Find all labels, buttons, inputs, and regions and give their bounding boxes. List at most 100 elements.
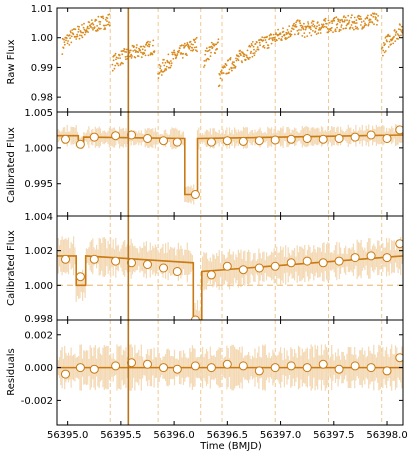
raw-flux-point [96,25,98,27]
raw-flux-point [171,51,174,54]
raw-flux-point [244,58,247,61]
raw-flux-point [117,57,119,59]
raw-flux-point [384,50,387,52]
raw-flux-point [172,53,174,56]
raw-flux-point [316,25,318,28]
raw-flux-point [348,19,351,22]
raw-flux-point [271,39,274,42]
raw-flux-point [91,22,94,25]
raw-flux-point [343,20,346,23]
raw-flux-point [146,45,149,47]
raw-flux-point [175,56,178,59]
raw-flux-point [118,54,121,56]
raw-flux-point [241,61,244,64]
raw-flux-point [301,25,304,28]
y-axis-label-calibrated-2: Calibrated Flux [6,230,17,306]
raw-flux-point [106,20,108,23]
raw-flux-point [254,43,257,45]
binned-point [366,363,376,373]
raw-flux-point [353,28,355,31]
raw-flux-point [112,59,115,62]
raw-flux-point [195,36,198,39]
raw-flux-point [115,58,117,61]
raw-flux-point [179,47,181,50]
raw-flux-point [111,69,114,72]
raw-flux-point [366,17,369,20]
raw-flux-point [131,55,133,57]
raw-flux-point [151,53,154,56]
raw-flux-point [203,64,206,67]
binned-point [61,369,70,379]
raw-flux-point [297,32,300,34]
raw-flux-point [264,39,267,41]
y-tick-label: 0.995 [24,179,53,190]
raw-flux-point [335,16,338,19]
binned-point [127,358,136,368]
raw-flux-point [231,61,234,63]
plot-area-calibrated_2 [57,216,403,320]
raw-flux-point [159,67,162,70]
raw-flux-point [383,51,386,54]
raw-flux-point [91,27,94,29]
raw-flux-point [343,15,345,17]
raw-flux-point [347,14,350,17]
raw-flux-point [214,52,217,55]
raw-flux-point [141,48,144,51]
binned-point [254,263,264,273]
raw-flux-point [143,46,146,48]
binned-point [190,315,200,320]
raw-flux-point [78,37,81,40]
raw-flux-point [344,16,347,19]
raw-flux-point [243,55,246,58]
raw-flux-point [256,41,258,44]
raw-flux-point [338,30,341,33]
raw-flux-point [218,84,221,87]
raw-flux-point [205,58,208,61]
raw-flux-point [259,44,261,47]
raw-flux-point [282,27,284,30]
raw-flux-point [182,52,185,55]
raw-flux-point [63,38,65,41]
raw-flux-point [256,46,259,48]
raw-flux-point [328,30,330,33]
raw-flux-point [140,56,143,59]
raw-flux-point [62,47,65,49]
x-tick-label: 56396.5 [207,430,248,441]
raw-flux-point [148,43,151,46]
raw-flux-point [88,21,91,24]
raw-flux-point [125,51,128,53]
raw-flux-point [192,43,194,46]
raw-flux-point [318,27,321,29]
raw-flux-point [173,51,176,54]
y-tick-label: 0.000 [24,363,53,374]
raw-flux-point [324,17,327,20]
raw-flux-point [217,38,220,41]
raw-flux-point [115,56,118,59]
x-tick-label: 56397.5 [313,430,354,441]
raw-flux-point [220,72,223,74]
raw-flux-point [361,28,363,30]
raw-flux-point [312,30,314,32]
raw-flux-point [170,60,172,62]
raw-flux-point [387,33,390,36]
raw-flux-point [178,49,181,52]
raw-flux-point [125,58,127,61]
raw-flux-point [357,28,359,30]
raw-flux-point [89,24,92,27]
raw-flux-point [310,34,313,37]
raw-flux-point [375,17,377,19]
binned-point [350,253,360,263]
raw-flux-point [228,71,230,74]
raw-flux-point [266,35,268,38]
raw-flux-point [359,15,362,18]
raw-flux-point [312,23,315,26]
raw-flux-point [384,43,386,45]
raw-flux-point [376,23,378,26]
raw-flux-point [317,32,320,35]
binned-point [254,366,264,376]
raw-flux-point [337,18,340,21]
raw-flux-point [246,49,249,52]
raw-flux-point [333,19,336,22]
binned-point [75,139,85,149]
